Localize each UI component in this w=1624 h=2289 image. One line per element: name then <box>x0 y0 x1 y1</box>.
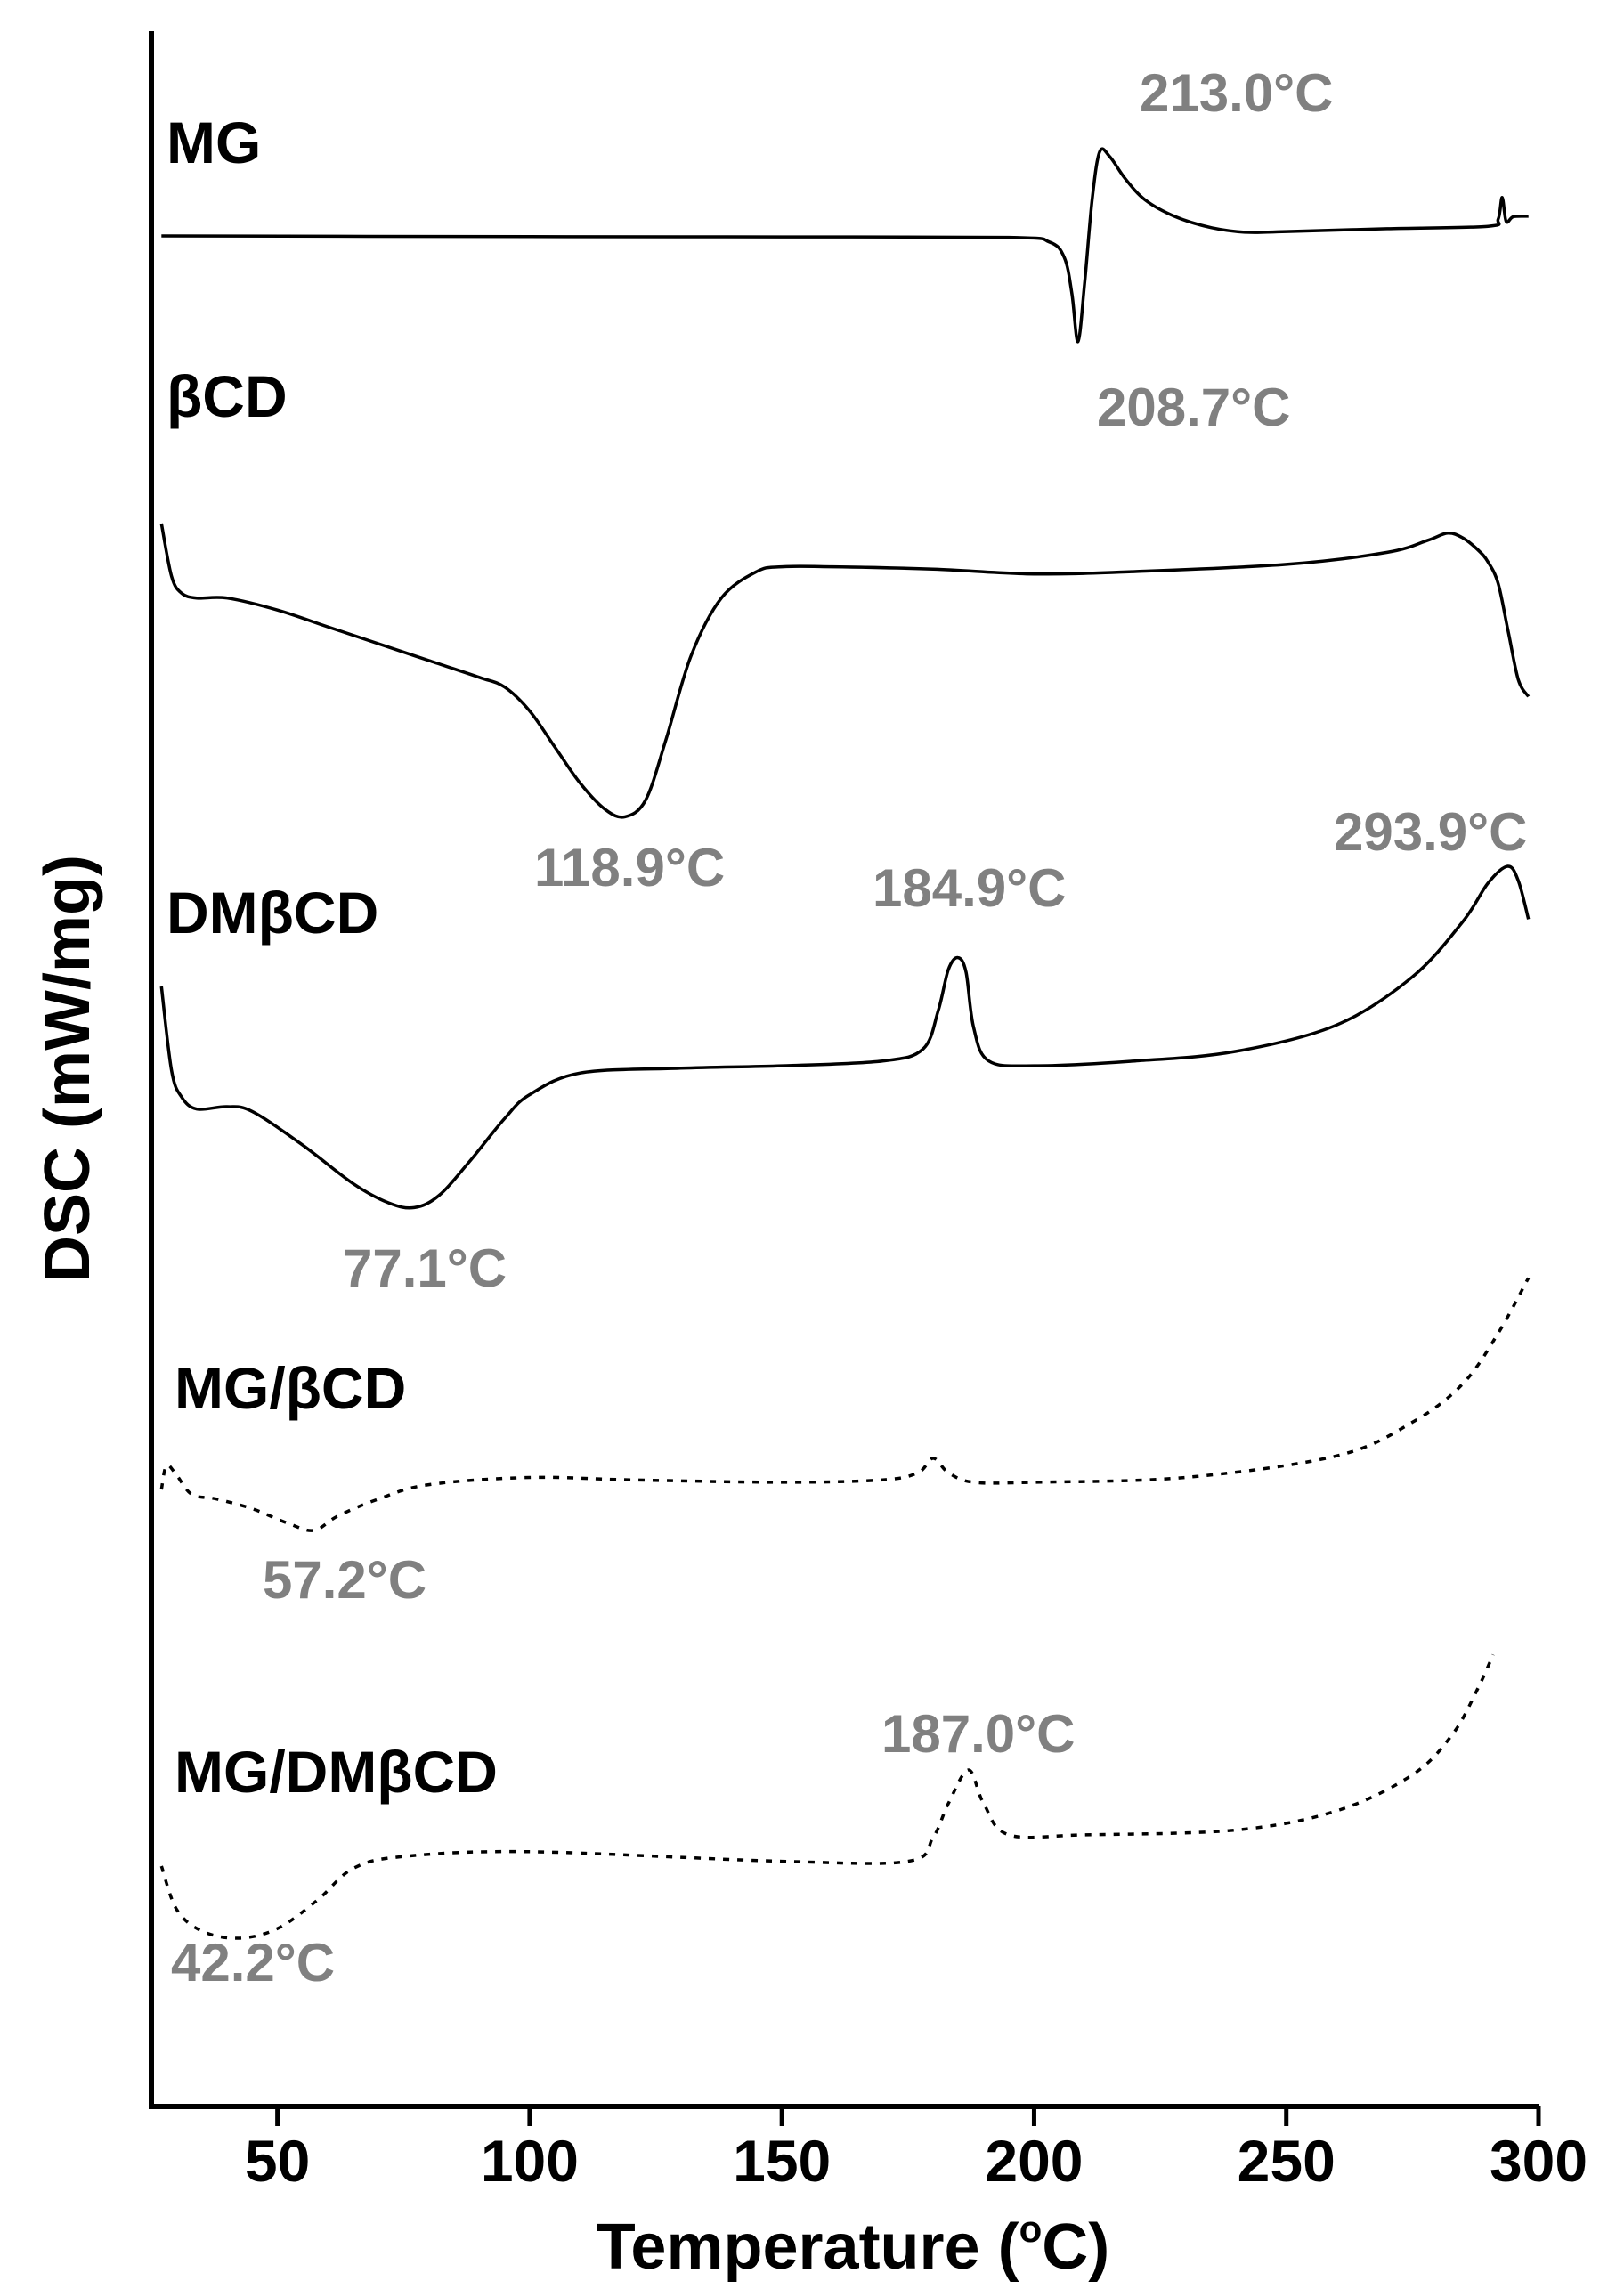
annotation-57-2: 57.2°C <box>263 1550 426 1610</box>
series-curve-1 <box>161 147 1529 344</box>
x-axis-title-main: Temperature ( <box>597 2212 1019 2283</box>
series-curve-4 <box>159 1277 1531 1532</box>
x-tick-label-200: 200 <box>985 2128 1083 2194</box>
series-label-bcd: βCD <box>166 363 288 429</box>
series-curve-2 <box>159 523 1531 819</box>
annotation-208-7: 208.7°C <box>1097 377 1290 437</box>
annotation-77-1: 77.1°C <box>343 1238 507 1298</box>
annotation-293-9: 293.9°C <box>1334 802 1527 862</box>
x-ticks: 50 100 150 200 250 300 <box>245 2106 1587 2194</box>
curves-layer <box>159 147 1531 1940</box>
series-curve-5 <box>159 1653 1495 1940</box>
x-tick-label-50: 50 <box>245 2128 310 2194</box>
annotation-184-9: 184.9°C <box>873 858 1066 918</box>
x-tick-label-250: 250 <box>1238 2128 1336 2194</box>
x-axis-title-unit: C) <box>1042 2212 1109 2283</box>
series-label-mg: MG <box>166 110 261 175</box>
series-labels: MG βCD DMβCD MG/βCD MG/DMβCD <box>166 110 498 1805</box>
annotation-187: 187.0°C <box>881 1704 1075 1764</box>
series-curve-3 <box>159 864 1531 1210</box>
annotation-213: 213.0°C <box>1140 63 1333 123</box>
annotation-118-9: 118.9°C <box>534 838 725 897</box>
y-axis-title: DSC (mW/mg) <box>32 855 103 1282</box>
series-label-dmbcd: DMβCD <box>166 880 378 946</box>
series-label-mg-dmbcd: MG/DMβCD <box>175 1739 498 1805</box>
series-label-mg-bcd: MG/βCD <box>175 1355 406 1421</box>
x-axis-title-degree: o <box>1019 2208 1043 2250</box>
annotation-42-2: 42.2°C <box>171 1933 335 1993</box>
x-tick-label-100: 100 <box>481 2128 579 2194</box>
peak-annotations: 213.0°C 208.7°C 118.9°C 184.9°C 293.9°C … <box>171 63 1527 1993</box>
x-tick-label-300: 300 <box>1490 2128 1587 2194</box>
x-axis-title: Temperature (oC) <box>597 2208 1109 2283</box>
x-tick-label-150: 150 <box>733 2128 831 2194</box>
